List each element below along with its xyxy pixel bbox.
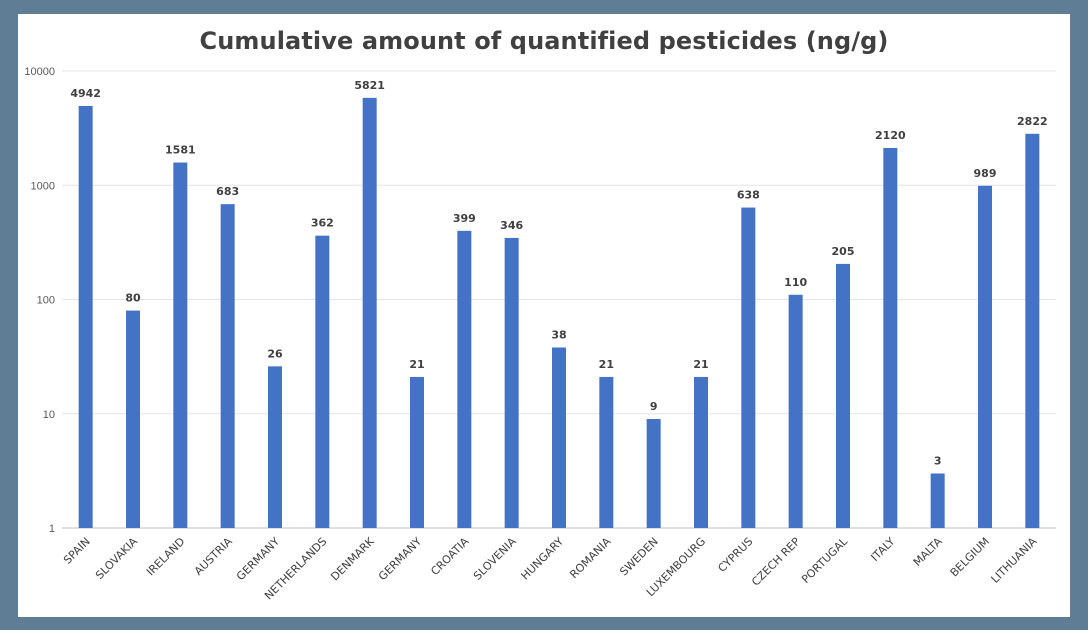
category-label: ROMANIA	[567, 535, 614, 582]
data-label: 21	[409, 358, 424, 371]
bar-sweden	[646, 418, 661, 528]
data-label: 26	[267, 347, 283, 360]
category-label: SPAIN	[61, 535, 93, 567]
data-label: 205	[832, 245, 855, 258]
bar-malta	[930, 473, 945, 528]
category-label: DENMARK	[328, 534, 377, 583]
bar-denmark	[362, 97, 377, 528]
bar-lithuania	[1025, 133, 1040, 528]
bars	[78, 97, 1040, 529]
bar-ireland	[173, 162, 188, 528]
category-label: BELGIUM	[948, 535, 993, 580]
bar-chart: 1101001000100004942SPAIN80SLOVAKIA1581IR…	[24, 66, 1056, 602]
category-label: HUNGARY	[519, 535, 567, 583]
category-label: MALTA	[911, 535, 945, 569]
chart-title: Cumulative amount of quantified pesticid…	[199, 27, 889, 55]
category-label: GERMANY	[234, 535, 282, 583]
data-label: 683	[216, 185, 239, 198]
bar-netherlands	[315, 235, 330, 528]
data-label: 5821	[354, 79, 385, 92]
bar-germany	[268, 366, 282, 528]
category-label: SWEDEN	[617, 535, 660, 578]
data-label: 38	[551, 329, 566, 342]
category-label: GERMANY	[376, 535, 424, 583]
bar-spain	[78, 105, 93, 528]
data-label: 9	[650, 400, 658, 413]
bar-belgium	[978, 185, 992, 528]
bar-austria	[220, 204, 235, 529]
category-label: PORTUGAL	[799, 534, 851, 586]
y-tick-label: 100	[37, 295, 55, 307]
data-label: 80	[125, 292, 141, 305]
data-label: 399	[453, 212, 476, 225]
data-label: 2822	[1017, 115, 1048, 128]
data-label: 989	[974, 167, 997, 180]
bar-slovenia	[504, 237, 519, 528]
bar-cyprus	[741, 207, 756, 528]
data-label: 1581	[165, 144, 196, 157]
bar-hungary	[552, 347, 566, 528]
category-label: SLOVAKIA	[93, 535, 140, 582]
y-tick-label: 10000	[24, 66, 55, 78]
data-label: 4942	[70, 87, 101, 100]
bar-czech-rep	[788, 294, 803, 528]
chart-panel: Cumulative amount of quantified pesticid…	[18, 14, 1070, 617]
data-label: 3	[934, 454, 942, 467]
bar-germany	[410, 376, 424, 528]
category-label: LITHUANIA	[989, 535, 1040, 586]
data-label: 21	[599, 358, 614, 371]
y-tick-label: 10	[43, 409, 55, 421]
bar-romania	[599, 376, 614, 528]
y-tick-label: 1	[49, 523, 55, 535]
data-label: 362	[311, 217, 334, 230]
data-label: 2120	[875, 129, 906, 142]
category-label: AUSTRIA	[192, 535, 235, 578]
data-label: 110	[784, 276, 807, 289]
bar-slovakia	[126, 310, 140, 528]
category-label: CROATIA	[428, 535, 471, 578]
category-label: CZECH REP	[749, 535, 803, 589]
data-label: 346	[500, 219, 523, 232]
bar-luxembourg	[694, 376, 708, 528]
data-label: 21	[693, 358, 708, 371]
category-label: IRELAND	[144, 535, 187, 578]
y-tick-label: 1000	[31, 180, 55, 192]
data-label: 638	[737, 189, 760, 202]
category-label: SLOVENIA	[471, 535, 519, 583]
category-label: ITALY	[868, 535, 897, 564]
bar-italy	[883, 147, 898, 528]
bar-croatia	[457, 230, 472, 528]
category-label: CYPRUS	[715, 535, 755, 575]
bar-portugal	[836, 263, 850, 528]
